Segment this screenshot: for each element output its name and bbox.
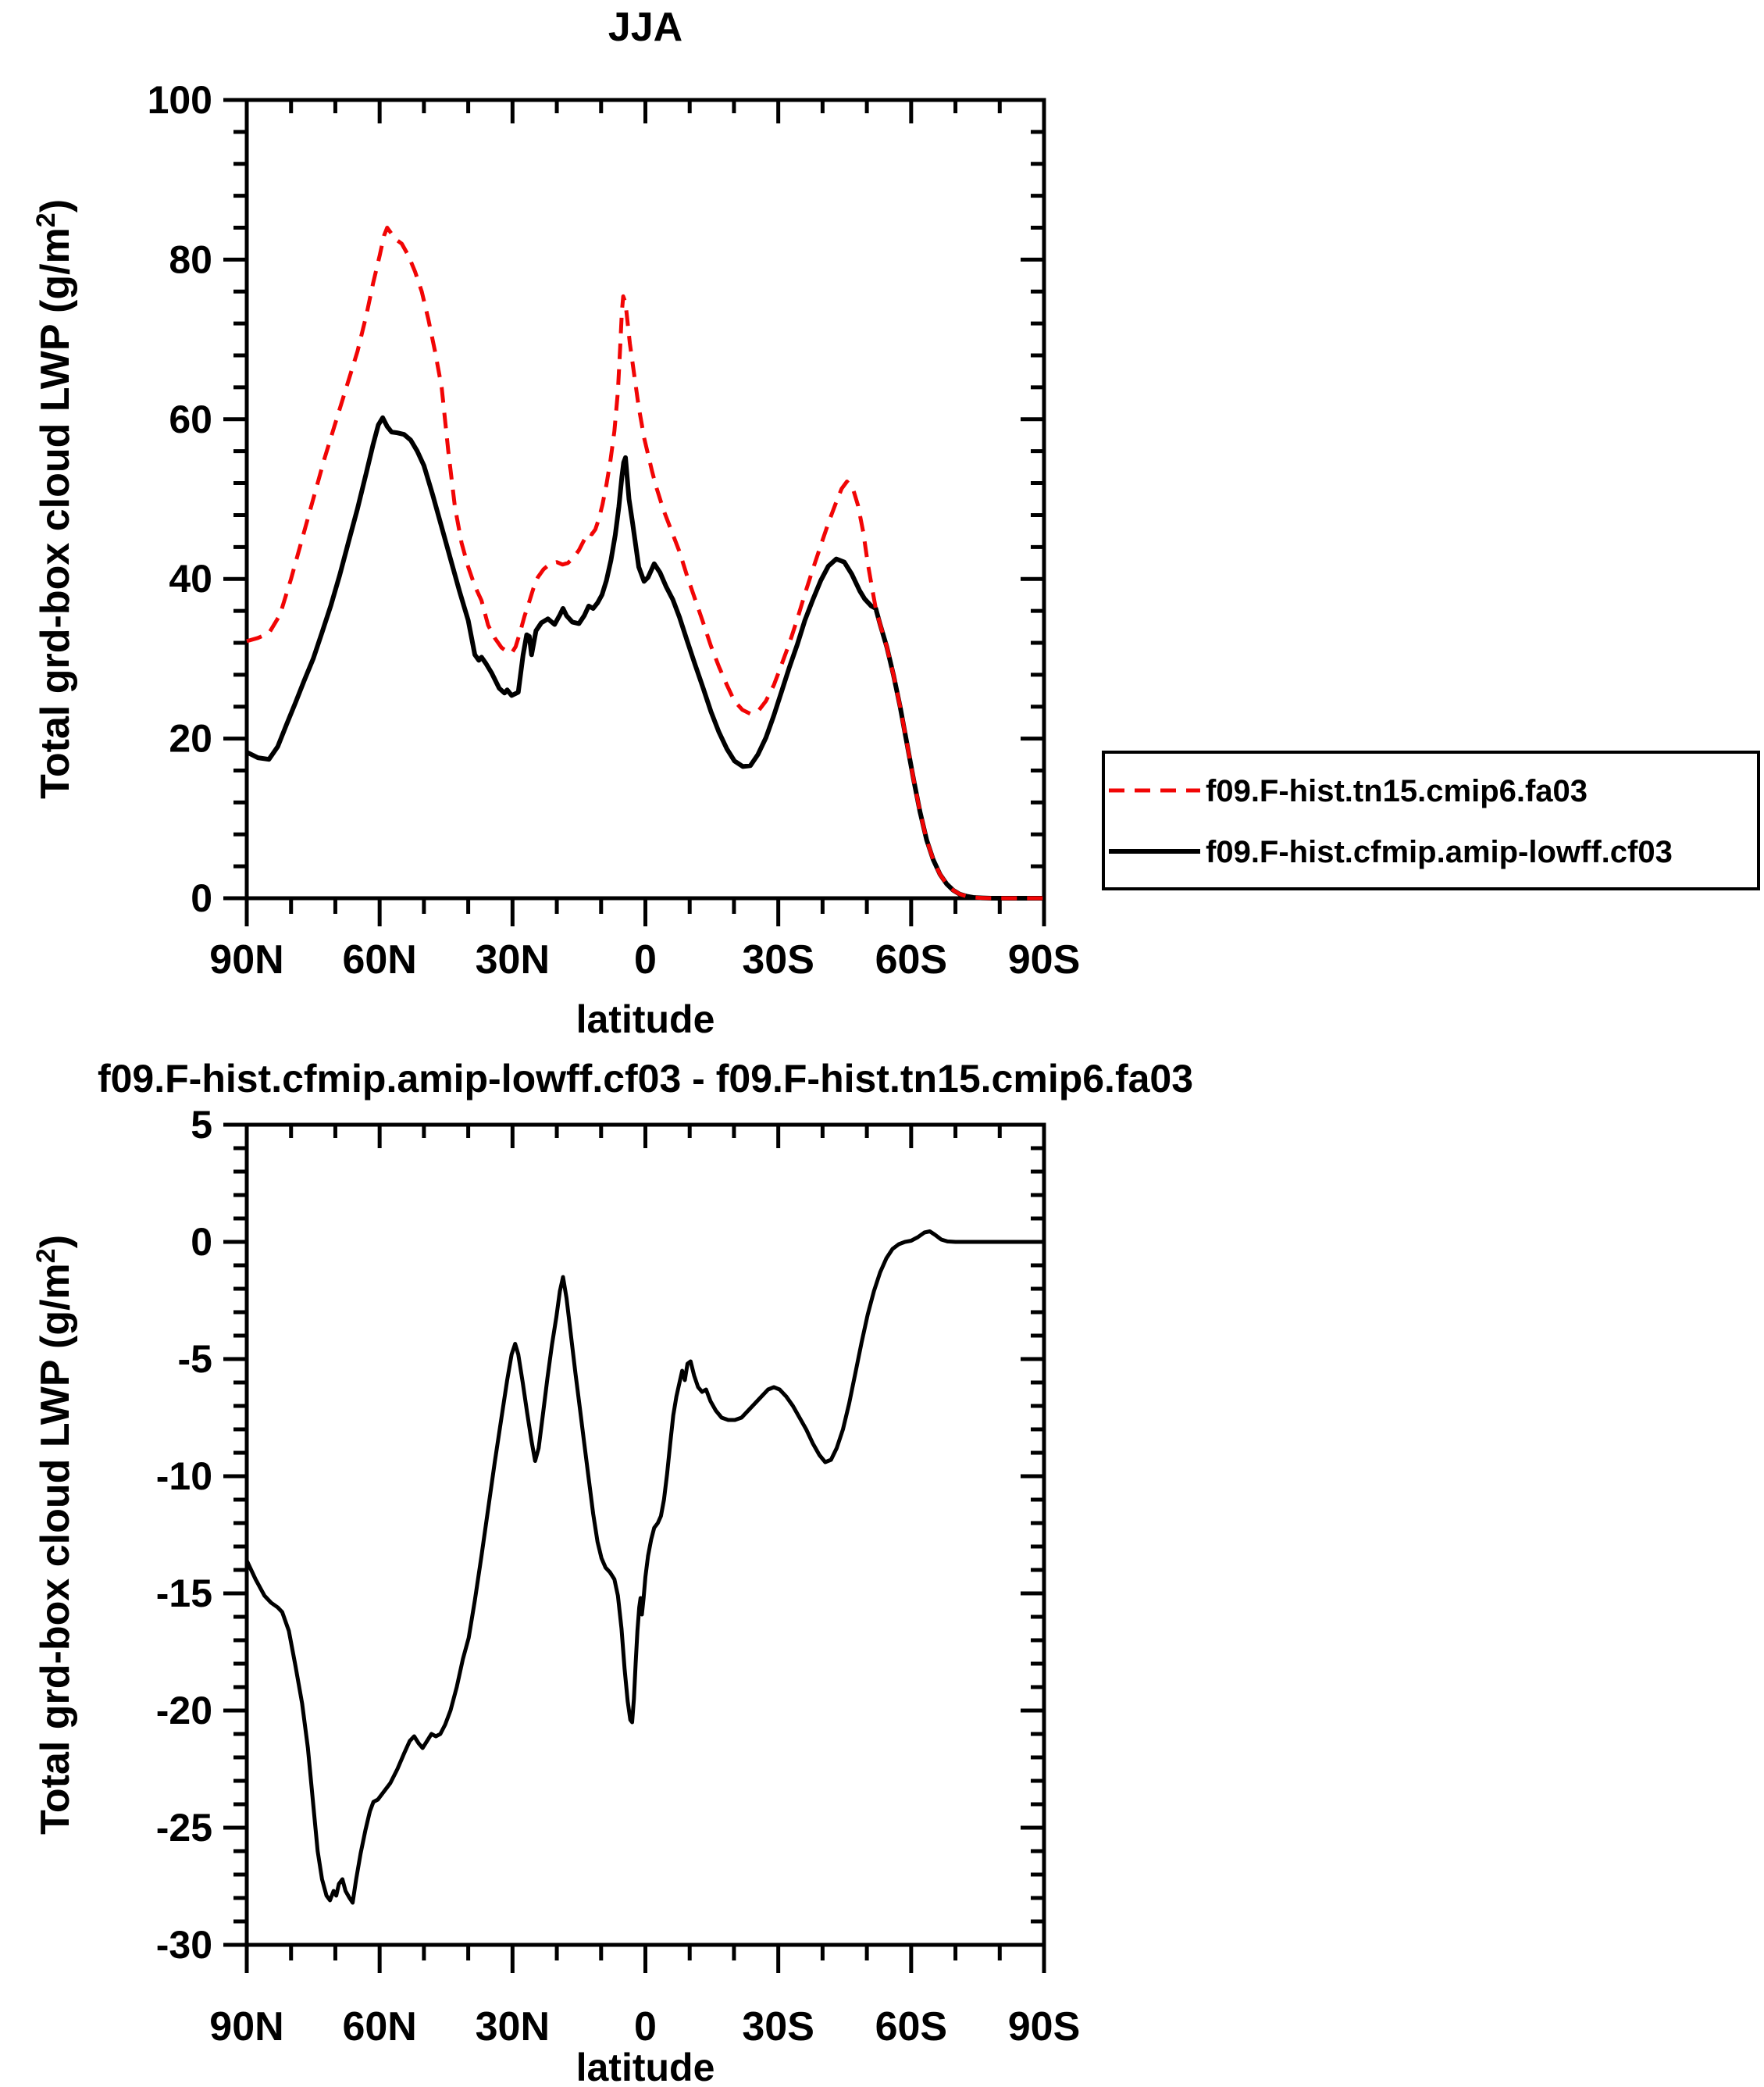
- x-tick-label: 60N: [342, 2004, 416, 2050]
- series-path-f09-f-hist-tn15-cmip6-fa03: [246, 226, 1044, 901]
- y-tick-label: 5: [191, 1103, 212, 1147]
- x-tick-label: 30N: [476, 937, 550, 983]
- x-axis-label: latitude: [576, 2046, 715, 2087]
- legend: f09.F-hist.tn15.cmip6.fa03 f09.F-hist.cfm…: [1102, 751, 1760, 890]
- y-tick-label: 80: [169, 237, 212, 281]
- x-tick-label: 60S: [875, 2004, 948, 2050]
- chart-title: f09.F-hist.cfmip.amip-lowff.cf03 - f09.F…: [98, 1057, 1193, 1101]
- y-tick-label: 40: [169, 557, 212, 601]
- y-tick-label: 0: [191, 876, 212, 920]
- chart-title: JJA: [608, 5, 682, 50]
- y-tick-label: 100: [148, 78, 212, 122]
- legend-box: [1102, 751, 1760, 890]
- y-axis-label: Total grd-box cloud LWP (g/m2): [31, 1235, 78, 1835]
- x-tick-label: 30S: [742, 2004, 814, 2050]
- x-tick-label: 0: [634, 2004, 657, 2050]
- y-tick-label: -10: [156, 1454, 212, 1498]
- legend-label: f09.F-hist.cfmip.amip-lowff.cf03: [1206, 835, 1673, 869]
- x-tick-label: 0: [634, 937, 657, 983]
- y-tick-label: 60: [169, 398, 212, 441]
- x-tick-label: 60N: [342, 937, 416, 983]
- x-axis-label: latitude: [576, 997, 715, 1041]
- x-tick-label: 90S: [1008, 937, 1081, 983]
- x-tick-label: 30N: [476, 2004, 550, 2050]
- y-tick-label: 20: [169, 717, 212, 761]
- y-tick-label: -20: [156, 1689, 212, 1732]
- x-tick-label: 90N: [209, 2004, 283, 2050]
- y-tick-label: -15: [156, 1571, 212, 1615]
- plot-border: [244, 98, 1046, 901]
- x-tick-label: 30S: [742, 937, 814, 983]
- series-path-difference: [244, 1229, 1044, 1905]
- y-tick-label: -5: [178, 1337, 212, 1381]
- x-tick-label: 60S: [875, 937, 948, 983]
- y-axis-label: Total grd-box cloud LWP (g/m2): [31, 199, 78, 799]
- y-tick-label: -25: [156, 1806, 212, 1850]
- y-tick-label: 0: [191, 1220, 212, 1264]
- series-path-f09-f-hist-cfmip-amip-lowff-cf03: [245, 415, 1044, 901]
- chart-panel-0: 90N 60N 30N 0 30S 60S 90S 0 20 40 60 80 100 JJA latitu…: [31, 5, 1080, 1041]
- x-tick-label: 90N: [209, 937, 283, 983]
- legend-label: f09.F-hist.tn15.cmip6.fa03: [1206, 774, 1588, 808]
- y-tick-label: -30: [156, 1923, 212, 1967]
- x-tick-label: 90S: [1008, 2004, 1081, 2050]
- chart-panel-1: 90N 60N 30N 0 30S 60S 90S -30 -25 -20 -15 -10 -5 0 5f0…: [31, 1057, 1193, 2087]
